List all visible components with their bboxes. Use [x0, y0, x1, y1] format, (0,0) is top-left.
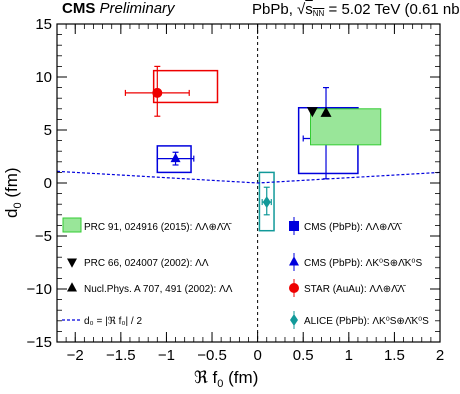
- legend-right-symbol-1: [289, 256, 299, 266]
- legend-right-label-0: CMS (PbPb): ΛΛ⊕Λ̄Λ̄: [304, 222, 403, 233]
- series-4: [310, 108, 382, 146]
- data-point-6-0: [320, 106, 332, 117]
- y-tick-label-0: −15: [27, 334, 52, 351]
- x-tick-label-6: 1: [345, 347, 353, 364]
- x-tick-label-4: 0: [253, 347, 261, 364]
- legend: PRC 91, 024916 (2015): ΛΛ⊕Λ̄Λ̄ PRC 66, 02…: [62, 217, 429, 329]
- d0-constraint-line: [57, 170, 440, 184]
- y-tick-label-2: −5: [35, 228, 52, 245]
- legend-left-label-2: Nucl.Phys. A 707, 491 (2002): ΛΛ: [84, 284, 233, 295]
- series-3: [258, 171, 275, 232]
- series-6: [320, 106, 332, 117]
- y-tick-label-1: −10: [27, 281, 52, 298]
- legend-left-label-3: d₀ = |ℜ f₀| / 2: [84, 316, 142, 327]
- data-point-5-0: [306, 107, 318, 118]
- y-tick-label-6: 15: [35, 16, 52, 33]
- legend-right-label-1: CMS (PbPb): ΛK⁰S⊕Λ̄K⁰S: [304, 258, 422, 269]
- x-tick-label-5: 0.5: [293, 347, 314, 364]
- sqrt-snn-symbol: √sNN: [297, 1, 325, 18]
- legend-right-symbol-0: [289, 221, 299, 231]
- reference-band-prc91: [310, 108, 382, 146]
- x-tick-label-2: −1: [158, 347, 175, 364]
- legend-right-symbol-3: [290, 314, 298, 326]
- x-tick-label-0: −2: [67, 347, 84, 364]
- legend-right-label-3: ALICE (PbPb): ΛK⁰S⊕Λ̄K⁰S: [304, 316, 429, 327]
- experiment-label: CMS: [62, 0, 96, 17]
- plot-marks: [57, 24, 440, 342]
- legend-left-symbol-1: [67, 258, 77, 268]
- legend-left-symbol-2: [67, 282, 77, 292]
- collision-system-label: PbPb,: [252, 1, 293, 18]
- legend-left-symbol-0: [62, 217, 82, 233]
- energy-label: = 5.02 TeV (0.61 nb: [328, 1, 460, 18]
- y-tick-label-5: 10: [35, 69, 52, 86]
- y-tick-label-4: 5: [44, 122, 52, 139]
- data-point-1: [170, 152, 181, 163]
- x-tick-label-1: −1.5: [106, 347, 136, 364]
- legend-left-label-1: PRC 66, 024007 (2002): ΛΛ: [84, 258, 209, 269]
- y-tick-label-3: 0: [44, 175, 52, 192]
- systematic-box-2: [152, 69, 219, 104]
- series-1: [156, 145, 195, 174]
- data-point-2: [152, 87, 163, 98]
- series-2: [124, 65, 219, 117]
- axes: −2 −1.5 −1 −0.5 0 0.5 1 1.5 2 −15 −10 −5 0 5 10 15: [27, 16, 445, 364]
- data-point-3: [262, 196, 271, 209]
- series-7: [57, 170, 440, 184]
- series-5: [306, 107, 318, 118]
- systematic-box-3: [258, 171, 275, 232]
- preliminary-label: Preliminary: [99, 0, 175, 17]
- chart-header-right: PbPb, √sNN = 5.02 TeV (0.61 nb-1): [252, 0, 460, 18]
- x-axis-title: ℜ f0 (fm): [194, 368, 259, 390]
- legend-left-label-0: PRC 91, 024916 (2015): ΛΛ⊕Λ̄Λ̄: [84, 222, 232, 233]
- chart-header-left: CMS Preliminary: [62, 0, 175, 17]
- x-tick-label-8: 2: [436, 347, 444, 364]
- legend-right-symbol-2: [289, 283, 299, 293]
- x-tick-label-3: −0.5: [197, 347, 227, 364]
- x-tick-label-7: 1.5: [384, 347, 405, 364]
- legend-right-label-2: STAR (AuAu): ΛΛ⊕Λ̄Λ̄: [304, 284, 406, 295]
